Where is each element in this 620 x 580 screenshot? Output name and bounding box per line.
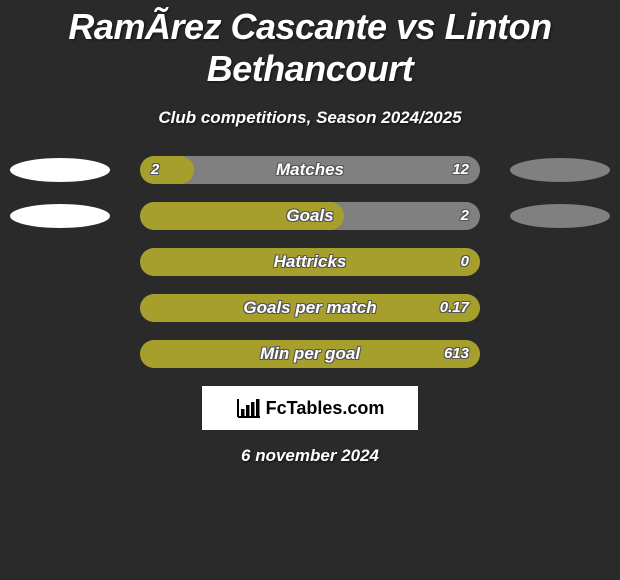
brand-inner: FcTables.com	[236, 397, 385, 419]
bar-fill-left	[140, 248, 480, 276]
chart-icon	[236, 397, 262, 419]
bar-track	[140, 156, 480, 184]
bar-fill-left	[140, 156, 194, 184]
stat-row: 0.17Goals per match	[0, 294, 620, 322]
player-right-ellipse	[510, 158, 610, 182]
player-left-ellipse	[10, 158, 110, 182]
player-left-ellipse	[10, 204, 110, 228]
brand-text: FcTables.com	[266, 398, 385, 419]
stats-area: 212Matches 2Goals 0Hattricks 0.17Goals per …	[0, 156, 620, 368]
page-title: RamÃ­rez Cascante vs Linton Bethancourt	[0, 0, 620, 90]
bar-track	[140, 294, 480, 322]
bar-track	[140, 248, 480, 276]
bar-fill-left	[140, 202, 344, 230]
comparison-card: RamÃ­rez Cascante vs Linton Bethancourt …	[0, 0, 620, 580]
stat-row: 212Matches	[0, 156, 620, 184]
subtitle: Club competitions, Season 2024/2025	[0, 108, 620, 128]
stat-row: 613Min per goal	[0, 340, 620, 368]
stat-row: 0Hattricks	[0, 248, 620, 276]
player-right-ellipse	[510, 204, 610, 228]
bar-fill-left	[140, 340, 480, 368]
bar-track	[140, 202, 480, 230]
bar-fill-left	[140, 294, 480, 322]
bar-track	[140, 340, 480, 368]
date-line: 6 november 2024	[0, 446, 620, 466]
brand-box: FcTables.com	[202, 386, 418, 430]
stat-row: 2Goals	[0, 202, 620, 230]
